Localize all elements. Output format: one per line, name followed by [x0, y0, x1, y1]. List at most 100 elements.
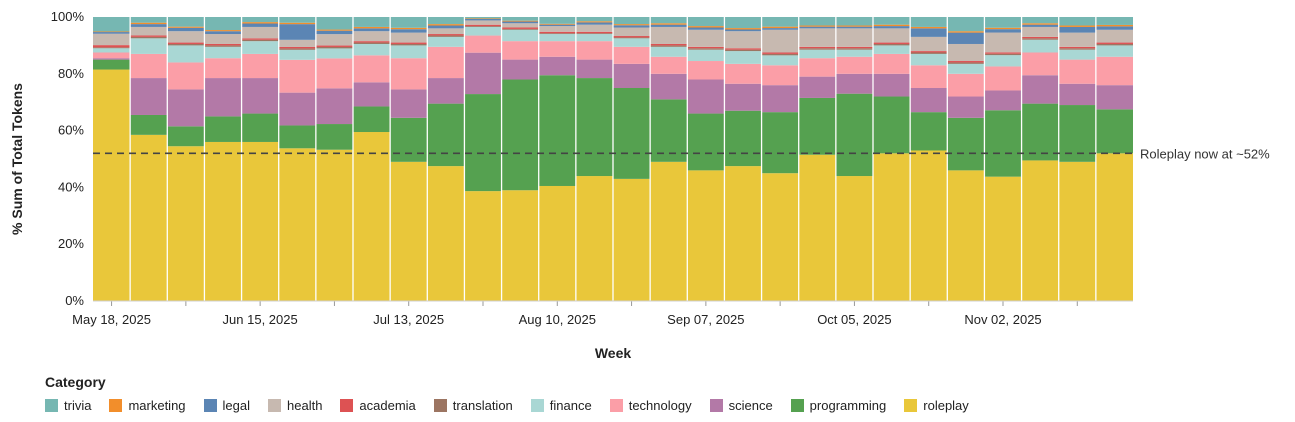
bar-segment-translation [947, 62, 985, 64]
bar-segment-health [130, 26, 168, 36]
y-tick-label: 0% [65, 293, 84, 308]
bar-segment-health [613, 27, 651, 37]
bar-segment-legal [93, 32, 131, 34]
bar-segment-technology [204, 58, 242, 79]
bar-segment-science [613, 63, 651, 88]
bar-segment-academia [947, 61, 985, 63]
x-tick-label: Jul 13, 2025 [373, 312, 444, 327]
bar-segment-health [1095, 29, 1133, 43]
legend-label: legal [222, 398, 250, 413]
bar-segment-marketing [947, 31, 985, 33]
bar-segment-translation [427, 35, 465, 37]
bar-segment-legal [241, 23, 279, 27]
bar-segment-programming [613, 88, 651, 179]
bar-segment-translation [390, 43, 428, 46]
x-tick-label: Aug 10, 2025 [519, 312, 596, 327]
bar-segment-programming [353, 106, 391, 133]
bar-segment-programming [575, 78, 613, 177]
bar-segment-finance [613, 38, 651, 47]
bar-segment-science [241, 78, 279, 114]
bar-segment-marketing [501, 20, 539, 22]
bar-segment-academia [575, 31, 613, 34]
bar-segment-finance [93, 48, 131, 53]
bar-segment-translation [315, 46, 353, 49]
bar-segment-finance [278, 49, 316, 60]
bar-segment-finance [538, 34, 576, 42]
bar-segment-legal [798, 26, 836, 29]
bar-segment-programming [464, 94, 502, 192]
legend-label: marketing [128, 398, 186, 413]
bar-segment-legal [575, 22, 613, 25]
legend-swatch [45, 399, 58, 412]
bar-segment-legal [501, 21, 539, 24]
legend-item-trivia: trivia [45, 398, 91, 413]
bar-segment-translation [873, 43, 911, 46]
bar-segment-academia [315, 45, 353, 47]
x-axis-ticks: May 18, 2025 Jun 15, 2025 Jul 13, 2025 Aug … [72, 301, 1078, 327]
bar-segment-trivia [315, 17, 353, 30]
bar-segment-academia [724, 48, 762, 50]
bar-segment-programming [910, 112, 948, 151]
bar-segment-roleplay [798, 154, 836, 301]
bar-segment-trivia [204, 17, 242, 31]
bar-segment-legal [1095, 26, 1133, 30]
bar-segment-trivia [167, 17, 205, 27]
bar-segment-trivia [687, 17, 725, 27]
bar-segment-health [390, 32, 428, 43]
bar-segment-academia [427, 34, 465, 36]
bar-segment-finance [687, 49, 725, 62]
bar-segment-science [724, 83, 762, 111]
bar-segment-finance [910, 53, 948, 66]
bar-segment-trivia [798, 17, 836, 26]
bar-segment-translation [687, 48, 725, 50]
bar-segment-marketing [984, 27, 1022, 30]
bar-segment-finance [947, 63, 985, 74]
bar-segment-health [204, 34, 242, 44]
legend-label: technology [628, 398, 692, 413]
bar-segment-trivia [873, 17, 911, 25]
bar-segment-translation [501, 28, 539, 30]
bar-segment-health [947, 43, 985, 62]
bar-segment-technology [724, 63, 762, 84]
bar-segment-technology [241, 53, 279, 79]
bar-segment-legal [204, 31, 242, 35]
x-tick-label: Nov 02, 2025 [964, 312, 1041, 327]
bar-segment-science [650, 73, 688, 100]
bar-segment-programming [130, 114, 168, 135]
bar-segment-translation [278, 48, 316, 50]
y-tick-label: 20% [58, 236, 84, 251]
legend-label: trivia [64, 398, 92, 413]
bar-segment-health [687, 29, 725, 47]
bar-segment-finance [130, 38, 168, 54]
y-axis-title: % Sum of Total Tokens [9, 83, 25, 235]
bar-segment-health [464, 20, 502, 25]
bar-segment-academia [613, 36, 651, 38]
bar-segment-marketing [130, 22, 168, 25]
bar-segment-trivia [910, 17, 948, 27]
bar-segment-trivia [353, 17, 391, 27]
bar-segment-programming [873, 96, 911, 154]
bar-segment-finance [650, 46, 688, 57]
legend: Category trivia marketing legal health acade… [45, 374, 969, 413]
bar-segment-legal [538, 24, 576, 27]
legend-item-technology: technology [609, 398, 692, 413]
bar-segment-science [910, 88, 948, 113]
bar-segment-trivia [390, 17, 428, 28]
bar-segment-translation [130, 36, 168, 39]
bar-segment-translation [761, 53, 799, 56]
bar-segment-science [1021, 75, 1059, 104]
bar-segment-finance [427, 36, 465, 47]
bar-segment-health [278, 39, 316, 47]
bar-segment-translation [575, 33, 613, 35]
bar-segment-marketing [204, 30, 242, 32]
bar-segment-programming [167, 126, 205, 147]
bar-segment-legal [910, 28, 948, 37]
bar-segment-legal [390, 29, 428, 33]
bar-segment-academia [910, 51, 948, 53]
bar-segment-science [984, 90, 1022, 111]
legend-label: science [728, 398, 773, 413]
bar-segment-health [650, 26, 688, 44]
bar-segment-health [501, 23, 539, 28]
bar-segment-health [315, 34, 353, 46]
legend-item-finance: finance [530, 398, 592, 413]
